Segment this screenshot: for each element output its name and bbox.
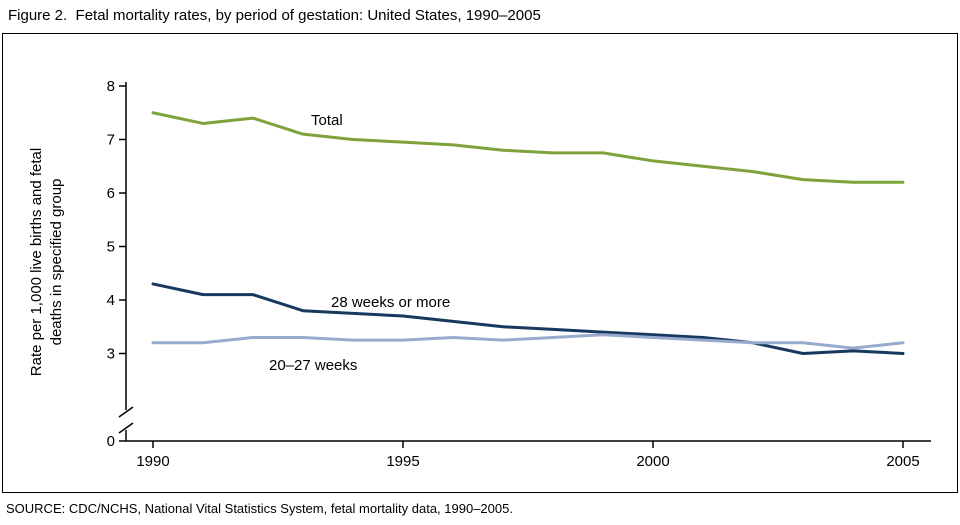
y-tick-label: 3 bbox=[107, 346, 115, 363]
series-line-weeks-20-27 bbox=[151, 333, 905, 350]
y-tick-label: 8 bbox=[107, 78, 115, 95]
series-line-weeks-28-more bbox=[151, 282, 905, 355]
y-tick-label: 6 bbox=[107, 185, 115, 202]
y-tick-label: 0 bbox=[107, 433, 115, 450]
fetal-mortality-line-chart: 0 3 4 5 6 7 8 1990 1995 2000 2005 28 weeks or more 2… bbox=[28, 78, 931, 470]
x-tick-label: 2005 bbox=[886, 453, 919, 470]
y-axis-title-line: deaths in specified group bbox=[48, 179, 65, 346]
y-tick-label: 5 bbox=[107, 239, 115, 256]
axis-break-mark bbox=[118, 406, 134, 418]
x-tick-label: 2000 bbox=[636, 453, 669, 470]
y-tick-label: 4 bbox=[107, 292, 115, 309]
x-tick-label: 1995 bbox=[386, 453, 419, 470]
y-axis-title-line: Rate per 1,000 live births and fetal bbox=[28, 148, 45, 376]
figure-title: Figure 2. Fetal mortality rates, by peri… bbox=[8, 7, 541, 24]
y-tick-label: 7 bbox=[107, 132, 115, 149]
axis-break-mark bbox=[118, 422, 134, 434]
x-tick-label: 1990 bbox=[136, 453, 169, 470]
chart-frame: 0 3 4 5 6 7 8 1990 1995 2000 2005 28 weeks or more 2… bbox=[2, 33, 958, 493]
source-note: SOURCE: CDC/NCHS, National Vital Statist… bbox=[6, 501, 513, 516]
series-line-total bbox=[151, 111, 905, 184]
series-label-weeks-20-27: 20–27 weeks bbox=[269, 357, 357, 374]
series-label-weeks-28-more: 28 weeks or more bbox=[331, 294, 450, 311]
series-label-total: Total bbox=[311, 112, 343, 129]
